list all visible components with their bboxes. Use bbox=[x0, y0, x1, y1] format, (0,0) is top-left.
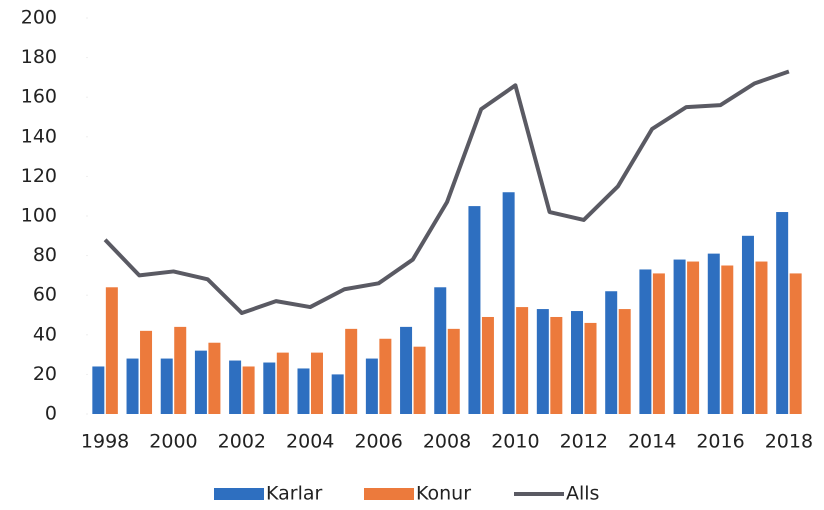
bar bbox=[516, 307, 529, 414]
bar bbox=[673, 259, 686, 414]
x-tick-label: 2016 bbox=[696, 431, 744, 453]
bar bbox=[571, 311, 584, 414]
bar bbox=[639, 269, 652, 414]
x-tick-label: 1998 bbox=[81, 431, 129, 453]
legend-swatch bbox=[364, 488, 414, 500]
y-tick-label: 20 bbox=[33, 363, 57, 385]
bar bbox=[468, 206, 481, 414]
x-tick-label: 2006 bbox=[354, 431, 402, 453]
bar bbox=[447, 328, 460, 414]
bar bbox=[618, 309, 631, 414]
bar bbox=[434, 287, 447, 414]
bar bbox=[721, 265, 734, 414]
bar bbox=[229, 360, 242, 414]
bar bbox=[687, 261, 700, 414]
bar bbox=[755, 261, 768, 414]
bar bbox=[584, 322, 597, 414]
bar bbox=[174, 326, 187, 414]
bar bbox=[605, 291, 618, 414]
bar bbox=[140, 330, 153, 414]
y-tick-label: 0 bbox=[45, 403, 57, 425]
bar bbox=[400, 326, 413, 414]
y-tick-label: 60 bbox=[33, 284, 57, 306]
bar bbox=[194, 350, 207, 414]
line bbox=[103, 69, 790, 316]
y-tick-label: 140 bbox=[21, 125, 57, 147]
y-tick-label: 80 bbox=[33, 244, 57, 266]
legend-label: Konur bbox=[416, 483, 471, 505]
bar bbox=[331, 374, 344, 414]
bar bbox=[276, 352, 289, 414]
bar bbox=[741, 235, 754, 414]
x-tick-label: 2010 bbox=[491, 431, 539, 453]
bar bbox=[550, 316, 563, 414]
y-tick-label: 40 bbox=[33, 323, 57, 345]
x-tick-label: 2012 bbox=[560, 431, 608, 453]
bar bbox=[776, 212, 789, 414]
bar bbox=[413, 346, 426, 414]
bar bbox=[502, 192, 515, 414]
bar bbox=[652, 273, 665, 414]
x-tick-label: 2008 bbox=[423, 431, 471, 453]
bar bbox=[126, 358, 139, 414]
y-tick-label: 100 bbox=[21, 205, 57, 227]
bar bbox=[536, 309, 549, 414]
bar bbox=[310, 352, 323, 414]
bar bbox=[379, 338, 392, 414]
bar bbox=[263, 362, 276, 414]
bar bbox=[242, 366, 255, 414]
y-tick-label: 200 bbox=[21, 7, 57, 29]
bar bbox=[160, 358, 173, 414]
bar bbox=[707, 253, 720, 414]
bar bbox=[297, 368, 310, 414]
x-tick-label: 2000 bbox=[149, 431, 197, 453]
legend-swatch bbox=[214, 488, 264, 500]
bar bbox=[105, 287, 118, 414]
x-tick-label: 2004 bbox=[286, 431, 334, 453]
x-tick-label: 2014 bbox=[628, 431, 676, 453]
bar bbox=[481, 316, 494, 414]
y-tick-label: 180 bbox=[21, 46, 57, 68]
y-tick-label: 120 bbox=[21, 165, 57, 187]
bar bbox=[365, 358, 378, 414]
bar bbox=[92, 366, 105, 414]
legend-label: Karlar bbox=[266, 483, 323, 505]
legend-label: Alls bbox=[566, 483, 599, 505]
bar bbox=[208, 342, 221, 414]
bar bbox=[789, 273, 802, 414]
bar bbox=[345, 328, 358, 414]
x-tick-label: 2018 bbox=[765, 431, 813, 453]
y-tick-label: 160 bbox=[21, 86, 57, 108]
x-tick-label: 2002 bbox=[218, 431, 266, 453]
